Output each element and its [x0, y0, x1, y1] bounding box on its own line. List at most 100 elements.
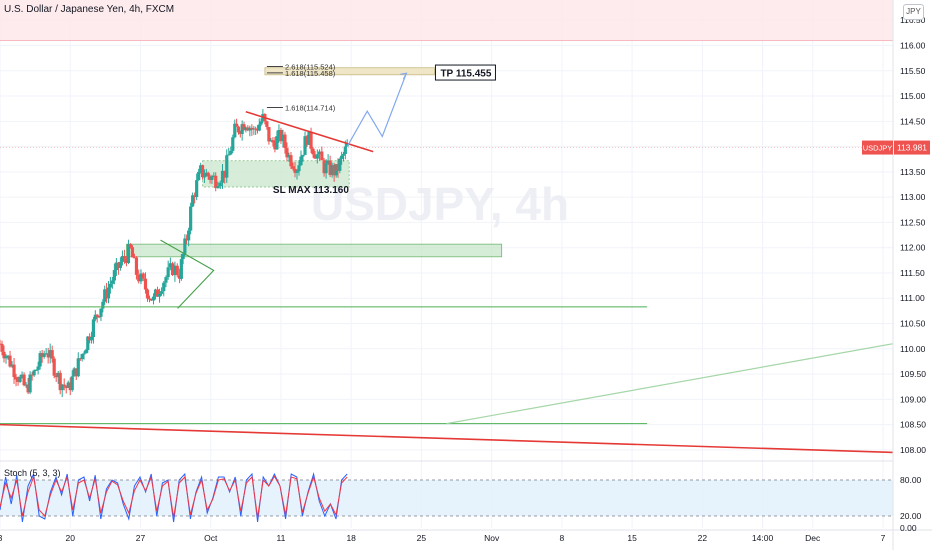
- candle-body: [281, 134, 285, 142]
- sl-label: SL MAX 113.160: [273, 185, 349, 196]
- candle-body: [48, 350, 52, 358]
- candle-body: [238, 132, 242, 134]
- candle-body: [6, 355, 10, 357]
- fib-level-label: 1.618(115.458): [285, 69, 336, 78]
- candle-body: [166, 267, 170, 278]
- candle-body: [271, 140, 275, 143]
- chart-title: U.S. Dollar / Japanese Yen, 4h, FXCM: [4, 4, 175, 15]
- time-axis-tick: 11: [277, 533, 286, 543]
- fib-level-label: 1.618(114.714): [285, 104, 336, 113]
- candle-body: [151, 296, 156, 301]
- candle-body: [309, 131, 313, 149]
- candle-body: [317, 151, 322, 155]
- candle-body: [328, 160, 332, 175]
- tp-label-box: [434, 64, 496, 81]
- candle-body: [210, 176, 214, 180]
- candle-body: [8, 355, 12, 367]
- candle-body: [313, 154, 317, 159]
- candle-body: [18, 376, 22, 382]
- candle-body: [86, 336, 90, 350]
- candle-body: [326, 160, 330, 164]
- long-downtrend-line: [0, 423, 894, 454]
- candle-body: [62, 384, 66, 387]
- stoch-axis-tick: 80.00: [900, 475, 922, 485]
- price-axis-tick: 112.50: [900, 217, 926, 227]
- candle-body: [259, 121, 263, 125]
- time-axis-tick: 25: [417, 533, 427, 543]
- candle-body: [70, 376, 74, 391]
- candle-body: [24, 384, 28, 386]
- stochastic-indicator-label[interactable]: Stoch (5, 3, 3): [4, 468, 61, 478]
- candle-body: [130, 247, 135, 258]
- candle-body: [58, 372, 62, 391]
- candle-body: [341, 153, 346, 156]
- candle-body: [74, 368, 78, 377]
- candle-body: [42, 353, 46, 357]
- candle-body: [200, 165, 205, 178]
- candle-body: [332, 165, 336, 176]
- candle-body: [97, 316, 101, 318]
- current-price-bg: [894, 140, 930, 155]
- candle-body: [257, 124, 261, 131]
- candle-body: [64, 386, 68, 388]
- candle-body: [299, 156, 303, 166]
- price-axis-tick: 114.50: [900, 116, 926, 126]
- candle-body: [112, 270, 116, 281]
- price-axis-tick: 116.00: [900, 40, 926, 50]
- fib-level-label: 2.618(115.524): [285, 63, 336, 72]
- candle-body: [223, 170, 227, 178]
- candle-body: [88, 336, 92, 341]
- candle-body: [275, 136, 279, 150]
- candle-body: [157, 293, 162, 297]
- candle-body: [103, 289, 107, 302]
- candle-body: [269, 140, 273, 142]
- candle-body: [183, 238, 187, 254]
- candle-body: [285, 148, 289, 158]
- breakout-zone: [126, 243, 503, 258]
- candle-body: [218, 182, 222, 187]
- candle-body: [101, 301, 105, 309]
- candle-body: [340, 155, 344, 159]
- candle-body: [252, 128, 256, 130]
- time-axis-tick: Nov: [484, 533, 500, 543]
- candle-body: [38, 353, 42, 367]
- candle-body: [235, 123, 239, 127]
- candle-body: [195, 180, 199, 197]
- candle-body: [76, 358, 80, 377]
- price-axis-tick: 111.00: [900, 293, 925, 303]
- candle-body: [78, 358, 82, 360]
- time-axis-tick: 3: [0, 533, 3, 543]
- candle-body: [116, 262, 120, 268]
- candle-body: [72, 368, 76, 377]
- candle-body: [93, 314, 97, 320]
- candle-body: [305, 136, 309, 145]
- candle-body: [14, 377, 18, 380]
- time-axis-tick: 14:00: [752, 533, 774, 543]
- candle-body: [114, 262, 118, 271]
- candle-body: [320, 151, 324, 161]
- candle-body: [291, 166, 295, 169]
- candle-body: [181, 253, 185, 260]
- candle-body: [233, 123, 237, 138]
- currency-badge[interactable]: JPY: [903, 4, 924, 20]
- candle-body: [89, 337, 94, 341]
- candle-body: [122, 256, 127, 259]
- candle-body: [343, 146, 347, 154]
- candle-body: [277, 129, 281, 137]
- candle-body: [159, 291, 164, 294]
- candle-body: [126, 244, 131, 263]
- candle-body: [108, 283, 112, 288]
- candle-body: [124, 258, 129, 263]
- candle-body: [322, 160, 326, 174]
- projection-path: [346, 73, 407, 147]
- current-price-value: 113.981: [897, 143, 927, 153]
- candle-body: [105, 289, 109, 299]
- candle-body: [206, 172, 210, 177]
- candle-body: [307, 131, 311, 145]
- candle-body: [0, 343, 4, 352]
- candle-body: [214, 175, 218, 189]
- candle-body: [22, 374, 26, 386]
- candle-body: [132, 257, 137, 259]
